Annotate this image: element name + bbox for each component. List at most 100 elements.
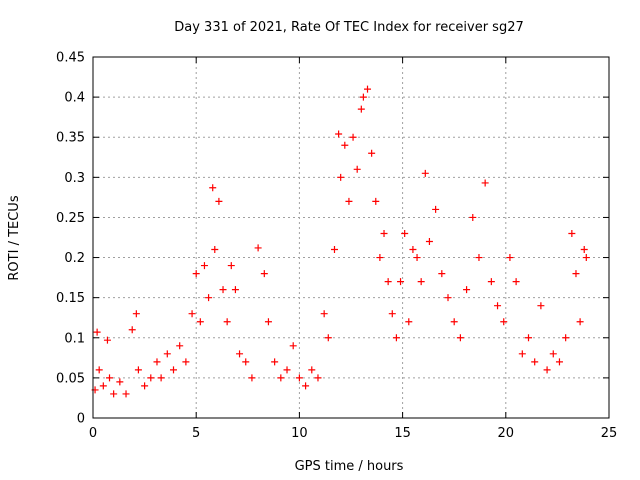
data-point — [308, 366, 316, 374]
data-point — [368, 149, 376, 157]
data-point — [341, 141, 349, 149]
data-point — [409, 246, 417, 254]
data-point — [163, 350, 171, 358]
data-point — [116, 378, 124, 386]
y-tick-label: 0.35 — [56, 131, 85, 146]
data-point — [572, 270, 580, 278]
data-point — [211, 246, 219, 254]
data-point — [103, 336, 111, 344]
data-point — [568, 229, 576, 237]
data-point — [405, 318, 413, 326]
data-point — [264, 318, 272, 326]
data-point — [289, 342, 297, 350]
data-point — [376, 254, 384, 262]
y-tick-label: 0.05 — [56, 371, 85, 386]
data-point — [277, 374, 285, 382]
data-point — [337, 173, 345, 181]
data-point — [335, 130, 343, 138]
data-point — [242, 358, 250, 366]
data-point — [153, 358, 161, 366]
data-point — [500, 318, 508, 326]
y-tick-label: 0.3 — [64, 171, 85, 186]
data-point — [562, 334, 570, 342]
data-point — [487, 278, 495, 286]
data-point — [372, 197, 380, 205]
data-point — [106, 374, 114, 382]
data-point — [537, 302, 545, 310]
data-point — [438, 270, 446, 278]
data-point — [122, 390, 130, 398]
data-point — [271, 358, 279, 366]
data-point — [384, 278, 392, 286]
data-point — [481, 179, 489, 187]
data-point — [95, 366, 103, 374]
data-point — [463, 286, 471, 294]
data-point — [518, 350, 526, 358]
x-tick-label: 15 — [394, 426, 411, 441]
data-point — [215, 197, 223, 205]
data-point — [582, 254, 590, 262]
data-point — [401, 229, 409, 237]
chart-title: Day 331 of 2021, Rate Of TEC Index for r… — [174, 20, 523, 35]
data-point — [364, 85, 372, 93]
y-tick-label: 0.15 — [56, 291, 85, 306]
data-point — [359, 93, 367, 101]
grid — [93, 57, 609, 418]
data-point — [147, 374, 155, 382]
data-point — [231, 286, 239, 294]
data-point — [549, 350, 557, 358]
data-point — [196, 318, 204, 326]
data-point — [182, 358, 190, 366]
y-tick-label: 0 — [77, 412, 85, 427]
data-point — [421, 169, 429, 177]
data-point — [555, 358, 563, 366]
data-point — [209, 184, 217, 192]
data-point — [330, 246, 338, 254]
axis-ticks: 0 5 10 15 20 25 0 0.05 0.1 0.15 0.2 0.25 0.3 0.35 0.4 0… — [56, 51, 617, 442]
y-tick-label: 0.45 — [56, 51, 85, 66]
data-point — [506, 254, 514, 262]
data-point — [99, 382, 107, 390]
data-point — [254, 244, 262, 252]
y-tick-label: 0.25 — [56, 211, 85, 226]
data-point — [432, 205, 440, 213]
data-point — [132, 310, 140, 318]
data-point — [110, 390, 118, 398]
data-point — [248, 374, 256, 382]
data-point — [580, 246, 588, 254]
data-point — [543, 366, 551, 374]
data-point — [141, 382, 149, 390]
x-tick-label: 20 — [498, 426, 515, 441]
data-point — [188, 310, 196, 318]
x-axis-label: GPS time / hours — [295, 459, 404, 474]
data-point — [205, 294, 213, 302]
y-axis-label: ROTI / TECUs — [7, 195, 22, 280]
data-point — [475, 254, 483, 262]
data-point — [169, 366, 177, 374]
data-point — [444, 294, 452, 302]
data-point — [295, 374, 303, 382]
data-point — [357, 105, 365, 113]
data-point — [531, 358, 539, 366]
data-point — [324, 334, 332, 342]
data-point — [128, 326, 136, 334]
data-point — [157, 374, 165, 382]
y-tick-label: 0.4 — [64, 91, 85, 106]
x-tick-label: 25 — [601, 426, 618, 441]
data-point — [134, 366, 142, 374]
data-point — [219, 286, 227, 294]
data-point — [349, 133, 357, 141]
data-point — [417, 278, 425, 286]
data-point — [345, 197, 353, 205]
data-point — [512, 278, 520, 286]
data-point — [456, 334, 464, 342]
data-point — [525, 334, 533, 342]
data-point — [93, 328, 101, 336]
x-tick-label: 0 — [89, 426, 97, 441]
data-point — [353, 165, 361, 173]
data-point — [392, 334, 400, 342]
x-tick-label: 10 — [291, 426, 308, 441]
data-point — [413, 254, 421, 262]
data-point — [176, 342, 184, 350]
